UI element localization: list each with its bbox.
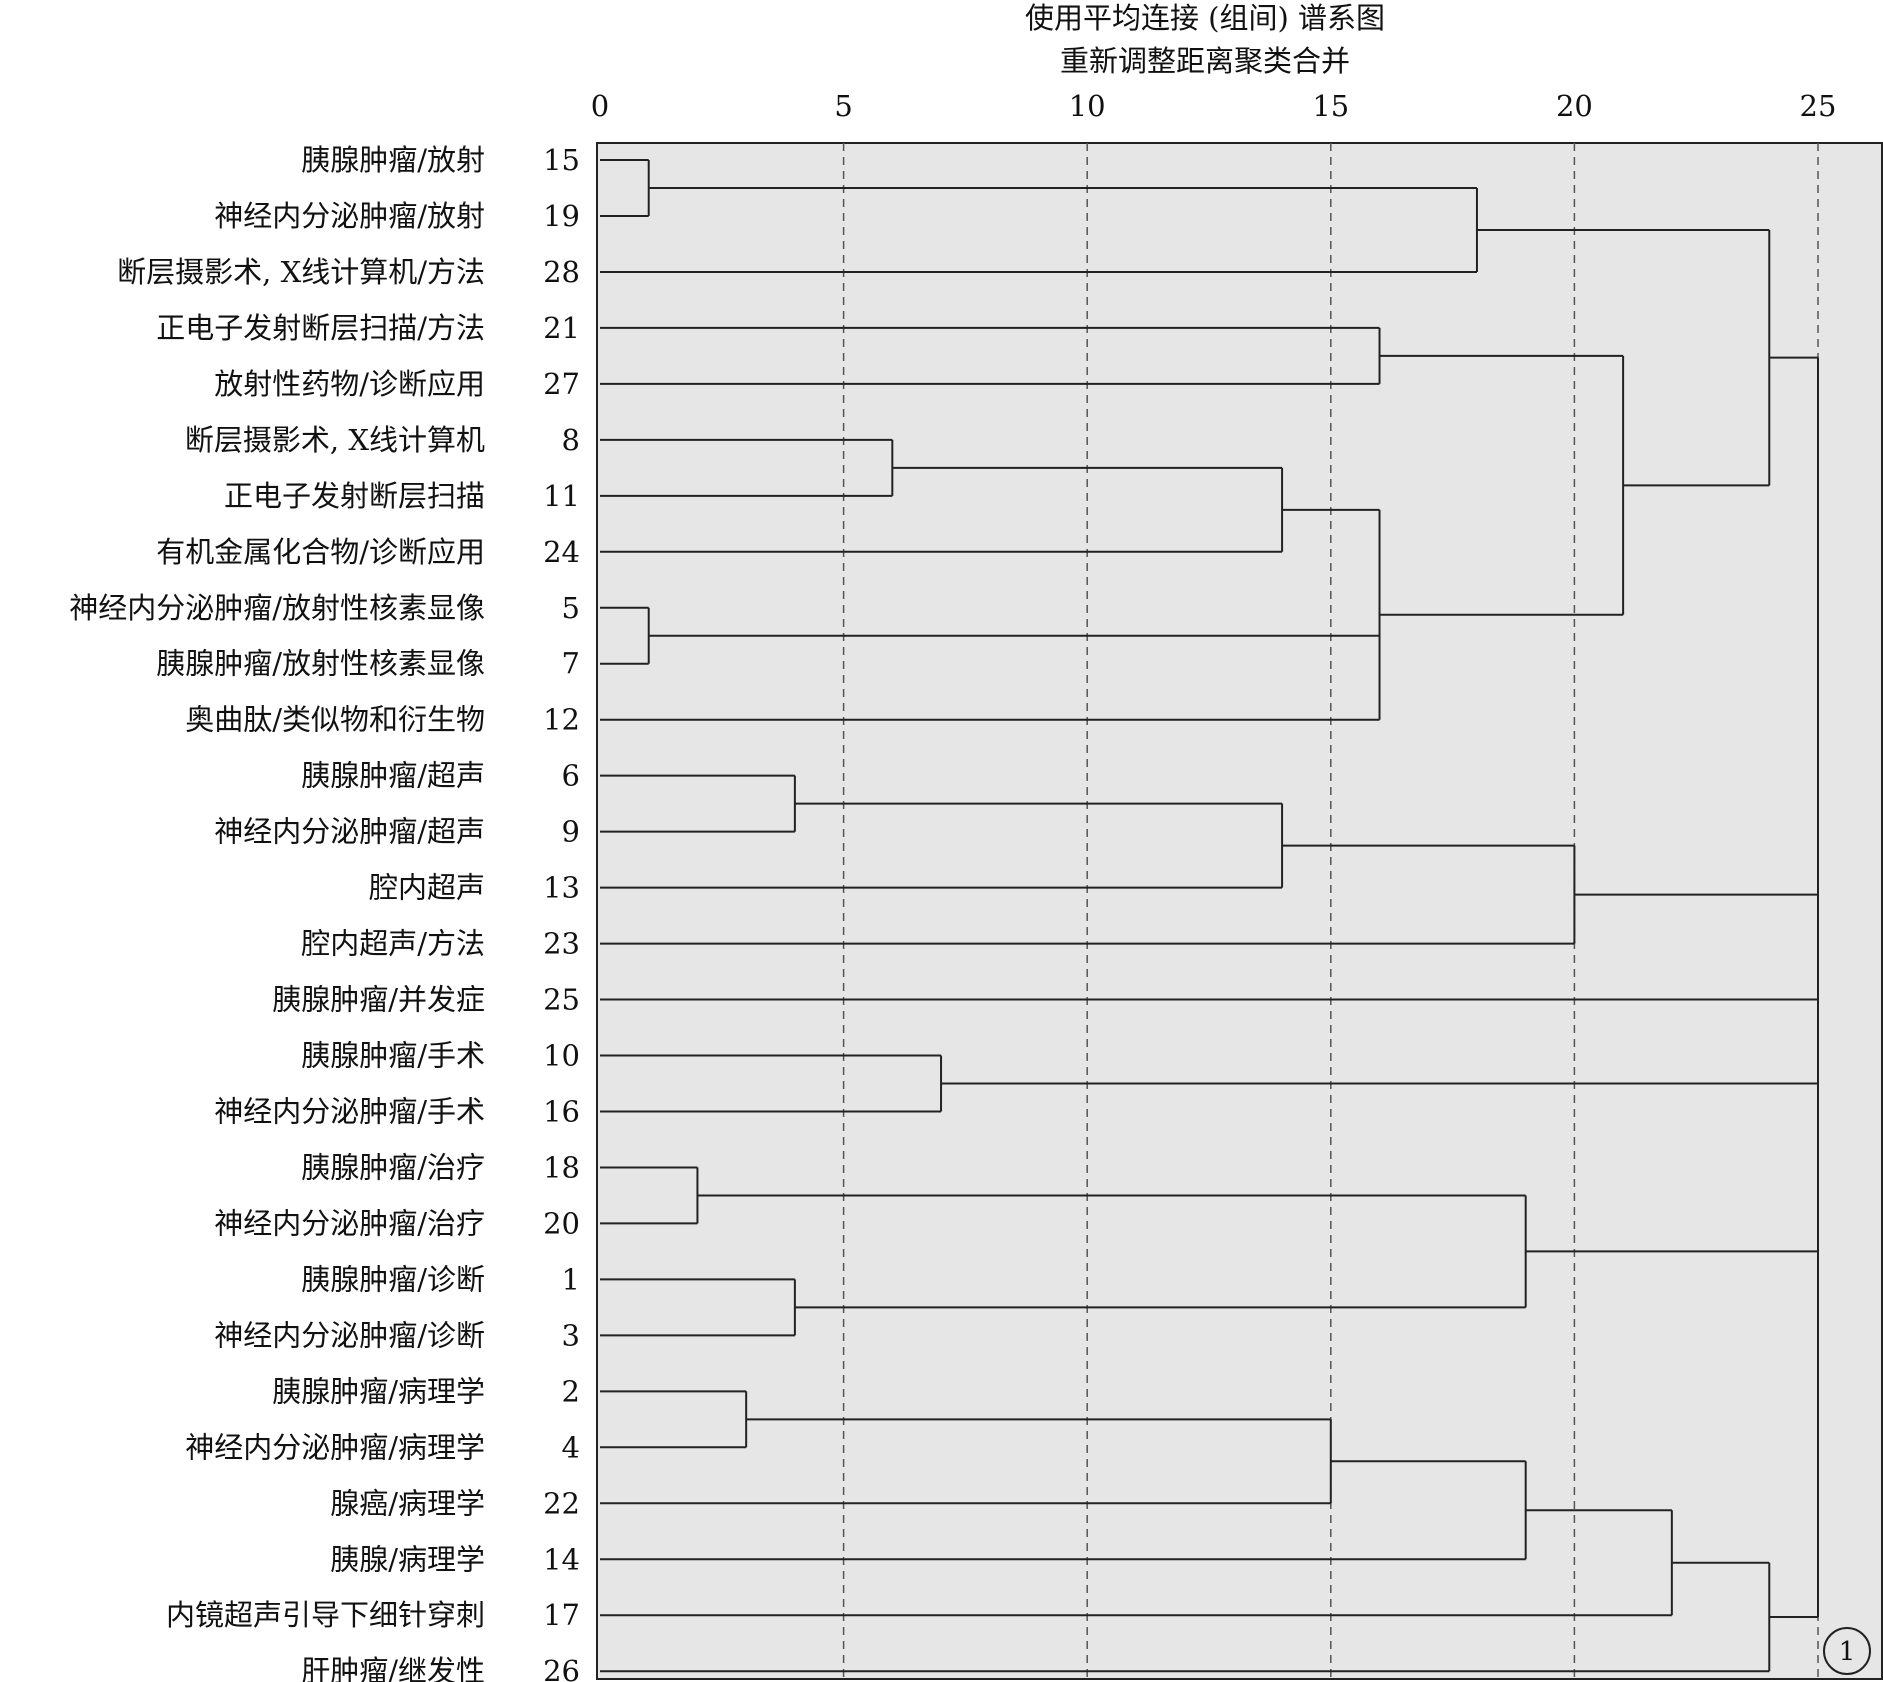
leaf-number-3: 3	[562, 1318, 580, 1352]
leaf-number-17: 17	[543, 1598, 580, 1632]
leaf-number-23: 23	[543, 927, 580, 961]
leaf-number-25: 25	[543, 983, 580, 1017]
leaf-label-13: 腔内超声	[369, 871, 485, 905]
leaf-number-11: 11	[543, 479, 580, 513]
leaf-label-24: 有机金属化合物/诊断应用	[156, 535, 485, 569]
leaf-number-13: 13	[543, 871, 580, 905]
x-tick-label-25: 25	[1800, 89, 1837, 123]
leaf-label-11: 正电子发射断层扫描	[224, 479, 485, 513]
x-axis-ticks: 0 5 10 15 20 25	[591, 89, 1837, 123]
x-tick-label-15: 15	[1312, 89, 1349, 123]
leaf-label-26: 肝肿瘤/继发性	[301, 1654, 485, 1682]
leaf-number-5: 5	[562, 591, 580, 625]
chart-subtitle: 重新调整距离聚类合并	[1060, 44, 1350, 78]
leaf-label-25: 胰腺肿瘤/并发症	[272, 983, 485, 1017]
leaf-number-15: 15	[543, 143, 580, 177]
leaf-label-7: 胰腺肿瘤/放射性核素显像	[156, 647, 485, 681]
leaf-number-16: 16	[543, 1094, 580, 1128]
leaf-label-28: 断层摄影术, X线计算机/方法	[117, 255, 485, 289]
leaf-number-1: 1	[562, 1262, 580, 1296]
leaf-number-27: 27	[543, 367, 580, 401]
leaf-label-14: 胰腺/病理学	[330, 1542, 485, 1576]
leaf-number-7: 7	[562, 647, 580, 681]
chart-title: 使用平均连接 (组间) 谱系图	[1025, 1, 1385, 35]
leaf-label-12: 奥曲肽/类似物和衍生物	[185, 703, 485, 737]
corner-circle	[1823, 1627, 1871, 1675]
leaf-label-21: 正电子发射断层扫描/方法	[156, 311, 485, 345]
leaf-label-27: 放射性药物/诊断应用	[214, 367, 485, 401]
leaf-number-12: 12	[543, 703, 580, 737]
leaf-number-6: 6	[562, 759, 580, 793]
leaf-number-4: 4	[562, 1430, 580, 1464]
leaf-label-5: 神经内分泌肿瘤/放射性核素显像	[69, 591, 485, 625]
corner-label: 1	[1839, 1637, 1856, 1667]
leaf-number-26: 26	[543, 1654, 580, 1682]
leaf-number-19: 19	[543, 199, 580, 233]
leaf-number-21: 21	[543, 311, 580, 345]
leaf-label-20: 神经内分泌肿瘤/治疗	[214, 1206, 485, 1240]
leaf-number-20: 20	[543, 1206, 580, 1240]
leaf-label-10: 胰腺肿瘤/手术	[301, 1039, 485, 1073]
leaf-label-2: 胰腺肿瘤/病理学	[272, 1374, 485, 1408]
leaf-number-2: 2	[562, 1374, 580, 1408]
leaf-label-1: 胰腺肿瘤/诊断	[301, 1262, 485, 1296]
leaf-label-22: 腺癌/病理学	[330, 1486, 485, 1520]
leaf-label-23: 腔内超声/方法	[301, 927, 485, 961]
leaf-label-9: 神经内分泌肿瘤/超声	[214, 815, 485, 849]
leaf-label-15: 胰腺肿瘤/放射	[301, 143, 485, 177]
plot-area	[596, 142, 1883, 1680]
x-tick-label-5: 5	[834, 89, 852, 123]
corner-badge: 1	[1823, 1627, 1871, 1675]
leaf-label-18: 胰腺肿瘤/治疗	[301, 1150, 485, 1184]
leaf-label-4: 神经内分泌肿瘤/病理学	[185, 1430, 485, 1464]
x-tick-label-0: 0	[591, 89, 609, 123]
leaf-label-3: 神经内分泌肿瘤/诊断	[214, 1318, 485, 1352]
leaf-number-22: 22	[543, 1486, 580, 1520]
x-tick-label-20: 20	[1556, 89, 1593, 123]
leaf-label-8: 断层摄影术, X线计算机	[185, 423, 485, 457]
leaf-label-17: 内镜超声引导下细针穿刺	[166, 1598, 485, 1632]
leaf-label-6: 胰腺肿瘤/超声	[301, 759, 485, 793]
x-tick-label-10: 10	[1069, 89, 1106, 123]
leaf-number-9: 9	[562, 815, 580, 849]
leaf-number-24: 24	[543, 535, 580, 569]
leaf-number-18: 18	[543, 1150, 580, 1184]
leaf-label-19: 神经内分泌肿瘤/放射	[214, 199, 485, 233]
leaf-number-28: 28	[543, 255, 580, 289]
leaf-number-14: 14	[543, 1542, 580, 1576]
leaf-number-8: 8	[562, 423, 580, 457]
leaf-label-16: 神经内分泌肿瘤/手术	[214, 1094, 485, 1128]
dendrogram-links	[600, 159, 1819, 1673]
leaf-number-10: 10	[543, 1039, 580, 1073]
